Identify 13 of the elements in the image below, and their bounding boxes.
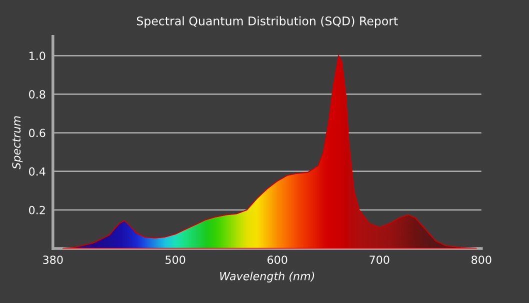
x-tick-label: 700 <box>370 256 390 264</box>
y-axis-title: Spectrum <box>12 116 23 170</box>
y-tick-label: 0.8 <box>29 90 46 99</box>
x-tick-label: 500 <box>166 256 186 264</box>
x-axis-title: Wavelength (nm) <box>220 272 314 282</box>
x-tick-label: 800 <box>472 256 492 264</box>
y-tick-label: 0.2 <box>29 206 45 214</box>
chart-title: Spectral Quantum Distribution (SQD) Report <box>136 16 398 28</box>
y-tick-label: 0.4 <box>29 167 46 176</box>
y-tick-label: 0.6 <box>29 128 46 138</box>
x-tick-label: 380 <box>43 256 63 264</box>
x-tick-label: 600 <box>268 256 288 264</box>
y-tick-label: 1.0 <box>30 52 46 60</box>
